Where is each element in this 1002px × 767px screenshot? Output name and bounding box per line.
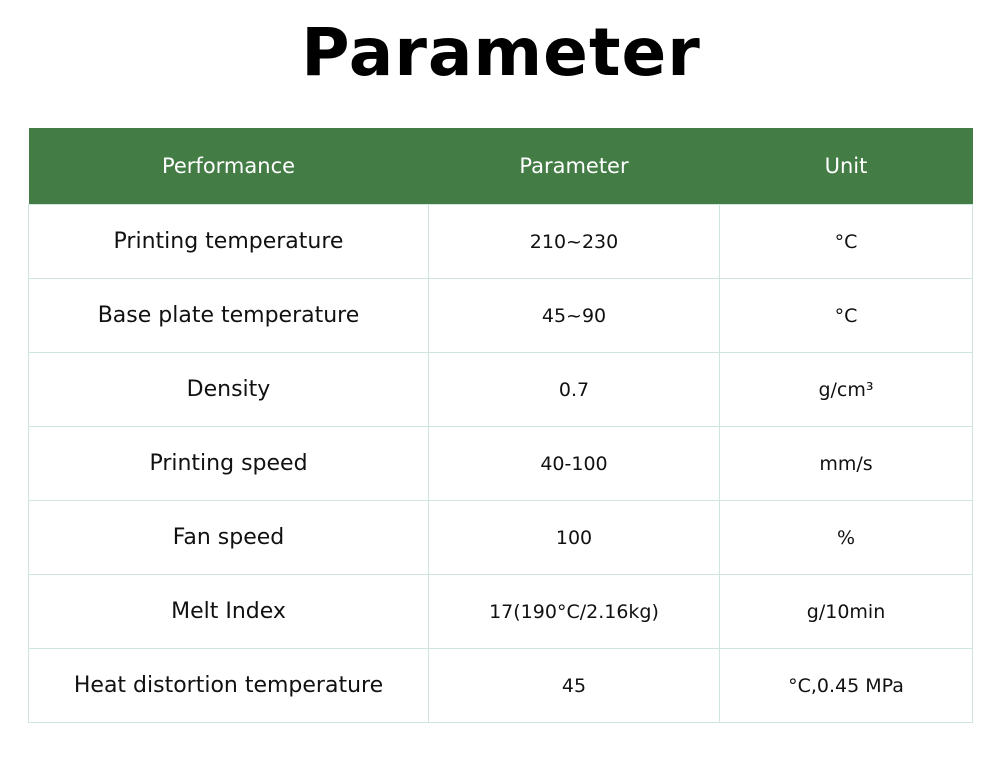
table-cell: 45~90 <box>428 278 720 353</box>
table-cell: Heat distortion temperature <box>28 648 429 723</box>
table-cell: mm/s <box>719 426 973 501</box>
column-header: Unit <box>719 128 973 205</box>
table-cell: 210~230 <box>428 204 720 279</box>
table-cell: Base plate temperature <box>28 278 429 353</box>
table-cell: Fan speed <box>28 500 429 575</box>
table-row: Melt Index 17(190°C/2.16kg) g/10min <box>28 574 973 649</box>
table-cell: Printing temperature <box>28 204 429 279</box>
table-cell: Printing speed <box>28 426 429 501</box>
parameter-table: Performance Parameter Unit Printing temper… <box>28 128 973 723</box>
table-row: Printing speed 40-100 mm/s <box>28 426 973 501</box>
table-cell: °C,0.45 MPa <box>719 648 973 723</box>
table-row: Fan speed 100% <box>28 500 973 575</box>
table-cell: °C <box>719 204 973 279</box>
table-body: Printing temperature 210~230 °C Base plate … <box>28 204 973 723</box>
table-row: Heat distortion temperature 45 °C,0.45 MPa <box>28 648 973 723</box>
table-cell: 45 <box>428 648 720 723</box>
table-cell: 17(190°C/2.16kg) <box>428 574 720 649</box>
table-cell: 0.7 <box>428 352 720 427</box>
table-cell: g/10min <box>719 574 973 649</box>
column-header: Parameter <box>428 128 720 205</box>
table-row: Printing temperature 210~230 °C <box>28 204 973 279</box>
table-cell: 40-100 <box>428 426 720 501</box>
table-cell: Melt Index <box>28 574 429 649</box>
table-row: Density 0.7 g/cm³ <box>28 352 973 427</box>
table-cell: Density <box>28 352 429 427</box>
table-cell: g/cm³ <box>719 352 973 427</box>
table-cell: 100 <box>428 500 720 575</box>
header-row: Performance Parameter Unit <box>28 128 973 205</box>
table-cell: % <box>719 500 973 575</box>
table-cell: °C <box>719 278 973 353</box>
table-row: Base plate temperature 45~90 °C <box>28 278 973 353</box>
page-title: Parameter <box>301 14 701 91</box>
column-header: Performance <box>28 128 429 205</box>
